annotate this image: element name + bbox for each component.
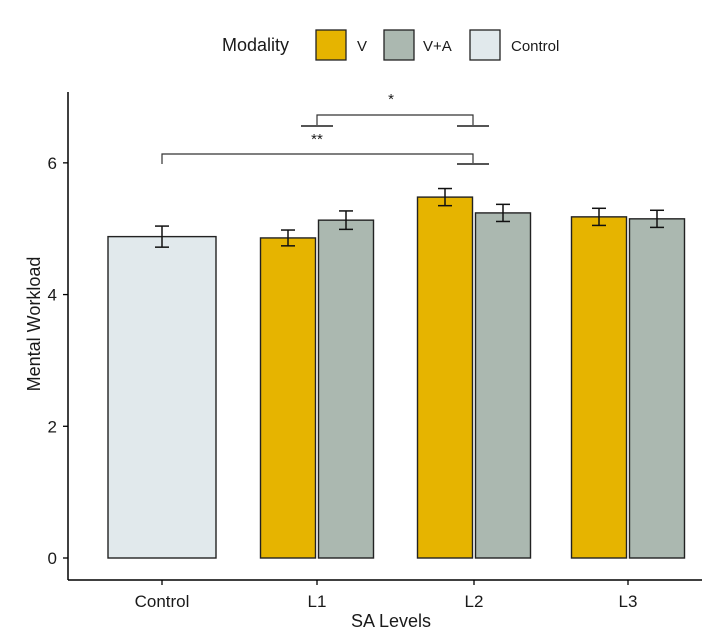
bar-l1-v-a <box>317 219 375 559</box>
legend: Modality V V+A Control <box>222 29 559 61</box>
x-axis-title: SA Levels <box>351 611 431 631</box>
bar-l3-v-a <box>628 218 686 559</box>
x-tick-label: Control <box>135 592 190 611</box>
x-axis-ticks: Control L1 L2 L3 <box>135 580 638 611</box>
legend-swatch-v-a <box>383 29 415 61</box>
bar-control-control <box>107 235 217 559</box>
bar-l1-v <box>259 237 317 559</box>
significance-bracket <box>316 114 474 126</box>
significance-bracket <box>161 153 474 164</box>
significance-brackets: *** <box>161 91 489 165</box>
legend-title: Modality <box>222 35 289 55</box>
legend-label-control: Control <box>511 38 559 55</box>
y-tick-label: 0 <box>48 549 57 568</box>
legend-swatch-control <box>469 29 501 61</box>
bar-l2-v <box>416 196 474 559</box>
bar-l3-v <box>570 216 628 559</box>
y-tick-label: 6 <box>48 154 57 173</box>
y-axis-ticks: 0 2 4 6 <box>48 154 68 568</box>
y-axis-title: Mental Workload <box>24 257 44 392</box>
legend-swatch-v <box>315 29 347 61</box>
x-tick-label: L3 <box>619 592 638 611</box>
x-tick-label: L1 <box>308 592 327 611</box>
significance-label: ** <box>311 131 323 148</box>
x-tick-label: L2 <box>465 592 484 611</box>
error-bars <box>155 187 664 248</box>
bar-l2-v-a <box>474 212 532 559</box>
bars <box>107 196 686 559</box>
y-tick-label: 2 <box>48 417 57 436</box>
significance-label: * <box>388 91 394 108</box>
legend-label-v-a: V+A <box>423 38 452 55</box>
legend-label-v: V <box>357 38 367 55</box>
y-tick-label: 4 <box>48 286 57 305</box>
